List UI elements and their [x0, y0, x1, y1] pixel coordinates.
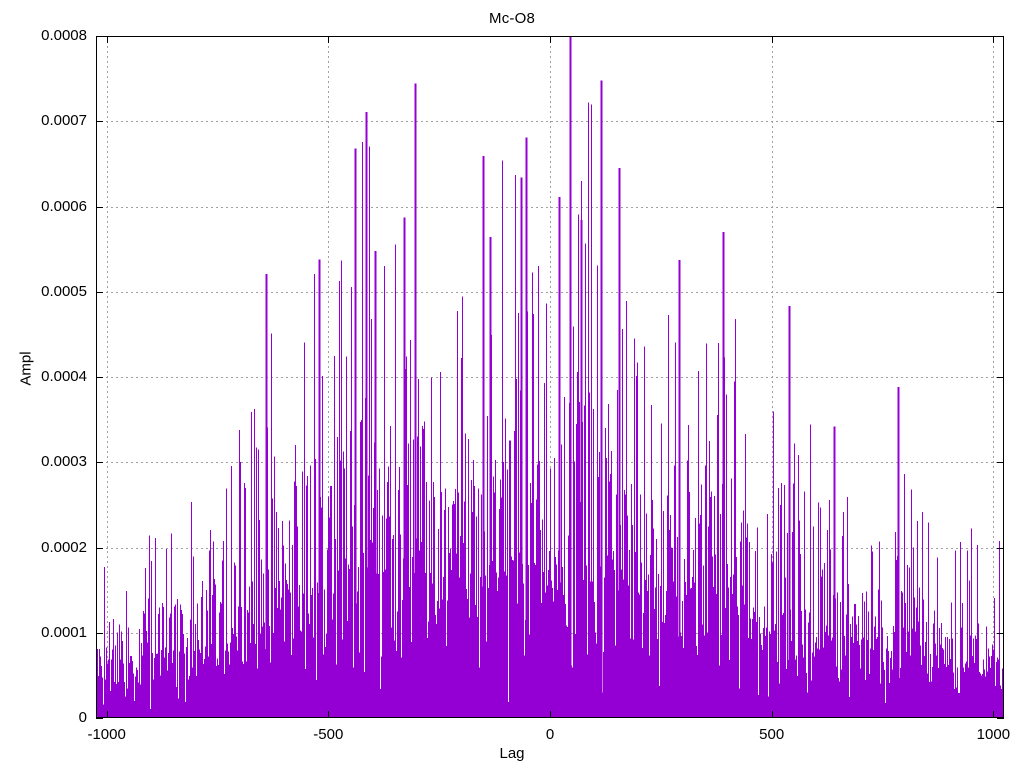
y-tick-label: 0.0002 [41, 538, 87, 556]
y-tick-label: 0.0007 [41, 112, 87, 130]
x-tick-label: 500 [759, 726, 785, 743]
x-axis-label: Lag [499, 745, 525, 762]
x-tick-label: -500 [313, 726, 344, 743]
x-tick-label: -1000 [87, 726, 126, 743]
y-tick-label: 0.0001 [41, 623, 87, 641]
y-tick-label: 0.0003 [41, 453, 87, 471]
chart-title: Mc-O8 [489, 10, 535, 27]
y-tick-label: 0.0005 [41, 282, 87, 300]
y-tick-label: 0.0004 [41, 368, 87, 385]
x-tick-label: 1000 [976, 726, 1011, 743]
y-tick-label: 0.0006 [41, 197, 87, 215]
x-tick-label: 0 [545, 726, 555, 743]
y-tick-label: 0.0008 [41, 27, 87, 44]
y-tick-label: 0 [78, 709, 87, 726]
